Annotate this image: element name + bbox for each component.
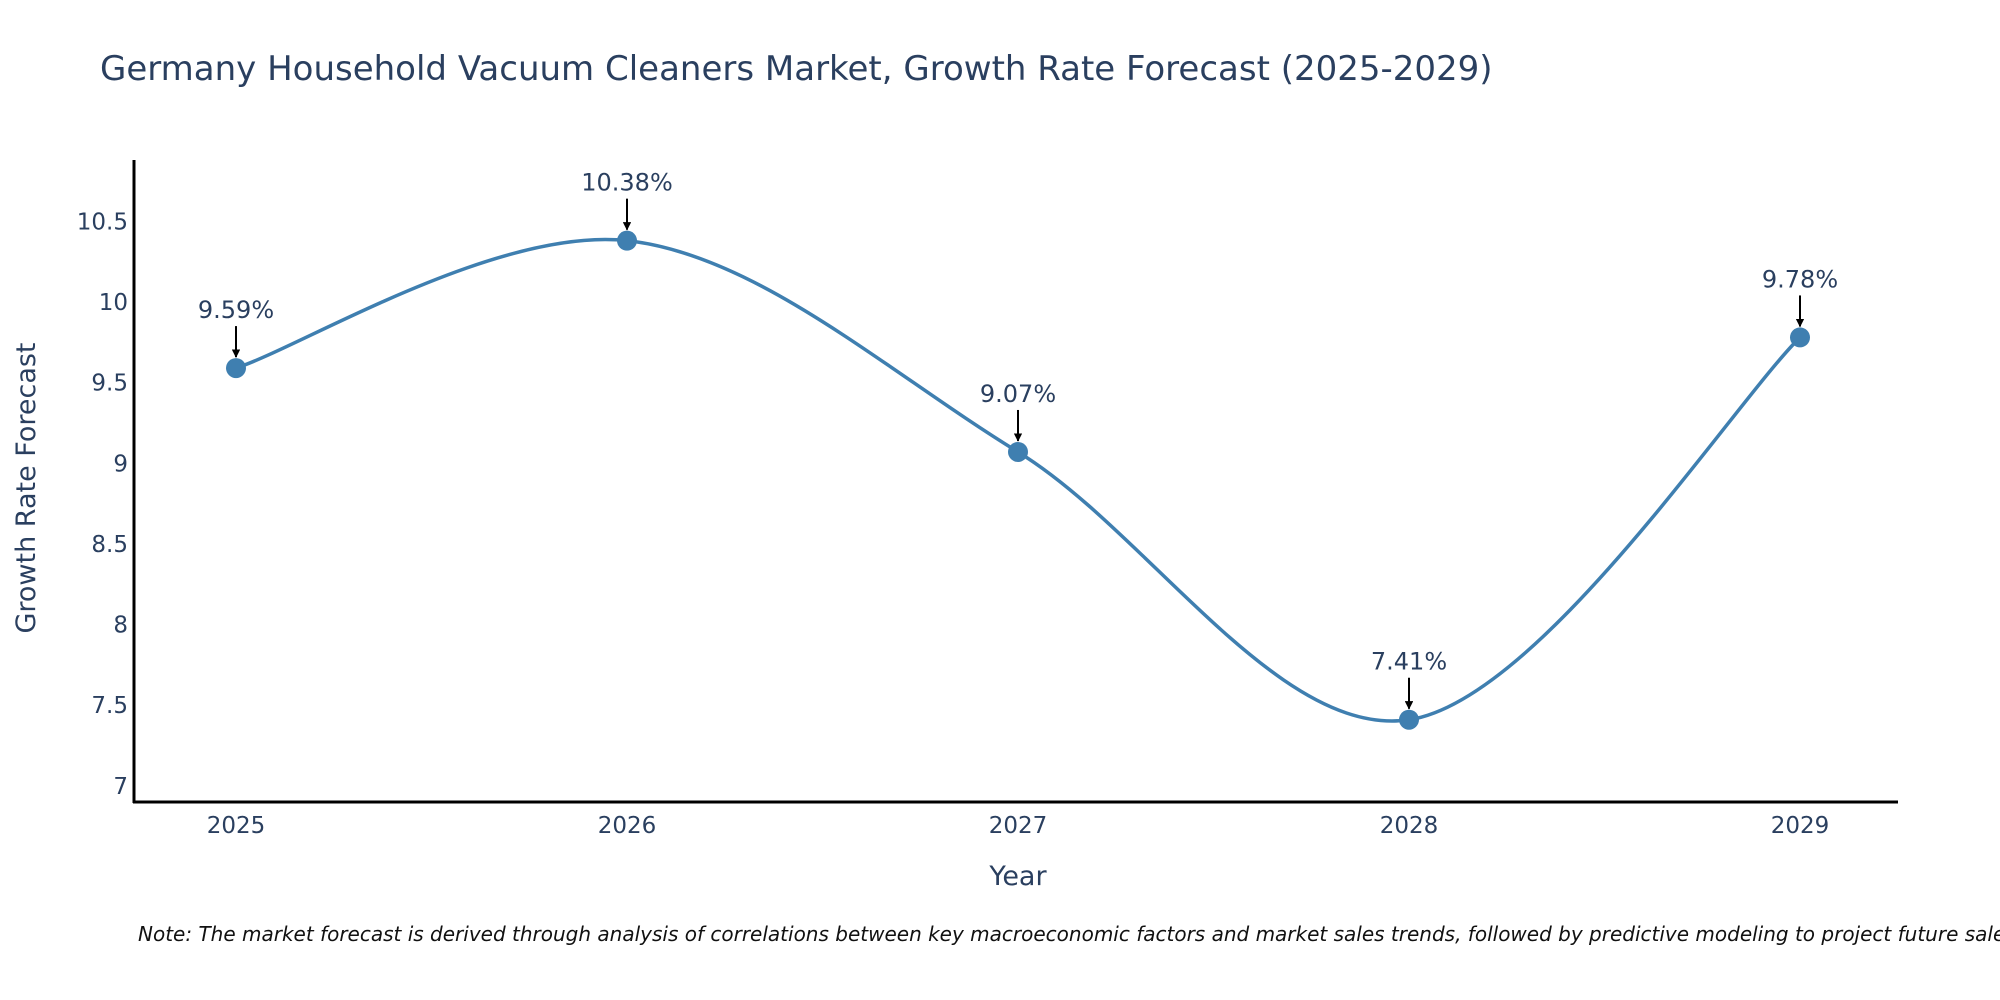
y-tick-label: 8: [113, 613, 128, 639]
x-tick-label: 2028: [1380, 813, 1439, 839]
footnote: Note: The market forecast is derived thr…: [138, 922, 2000, 946]
plot-area: 7 7.5 8 8.5 9 9.5 10 10.5 2025 2026 2027 2028 2029 9.…: [77, 160, 1898, 839]
y-tick-label: 10.5: [77, 209, 128, 235]
x-tick-label: 2029: [1771, 813, 1830, 839]
x-axis-title: Year: [988, 861, 1047, 892]
y-axis-title: Growth Rate Forecast: [11, 342, 42, 633]
chart-title: Germany Household Vacuum Cleaners Market…: [100, 49, 1493, 89]
y-tick-label: 10: [99, 290, 128, 316]
data-label: 10.38%: [581, 169, 673, 197]
data-label: 9.59%: [198, 296, 274, 324]
data-label: 9.07%: [980, 380, 1056, 408]
data-point: [1008, 441, 1028, 462]
y-tick-label: 7.5: [91, 693, 128, 719]
x-tick-label: 2026: [598, 813, 657, 839]
y-tick-label: 8.5: [91, 532, 128, 558]
x-tick-label: 2025: [207, 813, 266, 839]
x-tick-label: 2027: [989, 813, 1048, 839]
data-point: [617, 230, 637, 251]
data-point: [1399, 709, 1419, 730]
y-tick-label: 9.5: [91, 371, 128, 397]
data-label: 9.78%: [1762, 265, 1838, 293]
y-tick-label: 9: [113, 451, 128, 477]
data-point: [1790, 327, 1810, 348]
series-line: [235, 237, 1802, 723]
data-label: 7.41%: [1371, 648, 1447, 676]
data-point: [226, 358, 246, 379]
y-tick-label: 7: [113, 774, 128, 800]
